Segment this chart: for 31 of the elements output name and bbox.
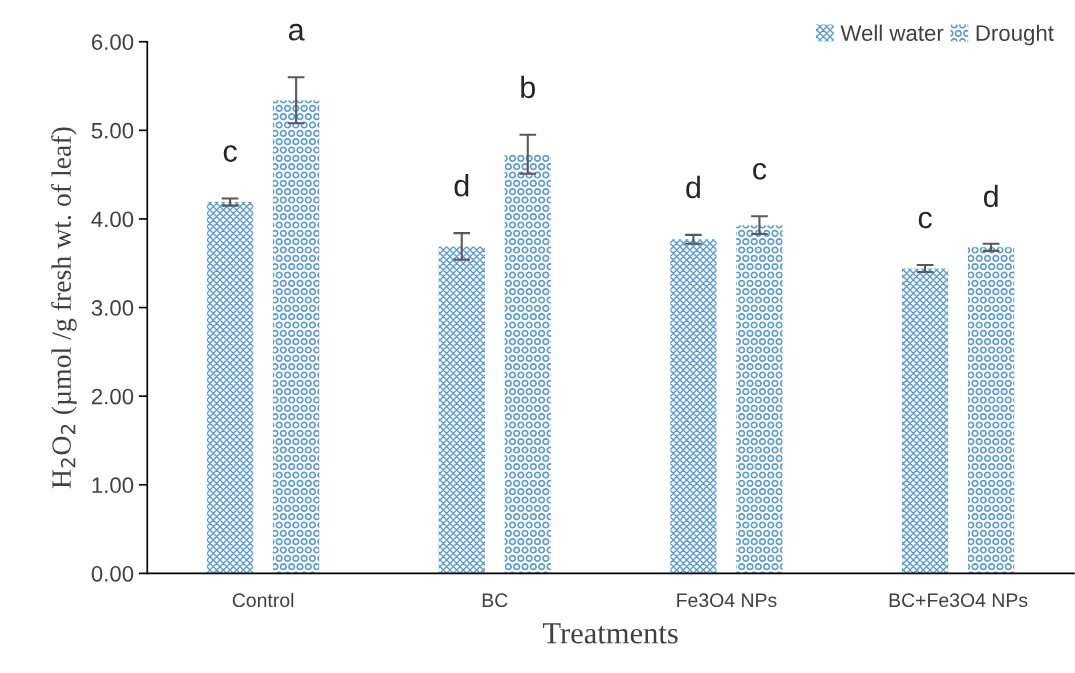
legend-label: Well water	[840, 24, 944, 41]
y-tick-label: 5.00	[91, 122, 134, 139]
x-axis-title: Treatments	[542, 623, 678, 644]
bar	[438, 246, 485, 574]
x-tick-label: Control	[232, 592, 294, 608]
bar	[272, 100, 320, 574]
annotation: d	[454, 174, 469, 197]
bar	[206, 202, 254, 574]
y-tick-label: 2.00	[91, 388, 134, 405]
annotation: b	[521, 75, 535, 99]
legend-label: Drought	[976, 24, 1054, 46]
y-tick-label: 6.00	[91, 34, 134, 50]
bar	[504, 154, 551, 574]
annotation: d	[983, 184, 998, 208]
y-tick-label: 1.00	[92, 477, 134, 494]
annotation: c	[753, 162, 767, 180]
bar	[967, 247, 1015, 574]
y-tick-label: 0.00	[91, 565, 134, 582]
x-tick-label: BC	[482, 593, 508, 608]
y-tick-label: 4.00	[91, 211, 134, 228]
x-tick-label: Fe3O4 NPs	[677, 593, 777, 608]
annotation: d	[686, 175, 700, 199]
text: a	[288, 23, 305, 41]
y-axis-title: H$_{2}$O$_{2}$ (µmol /g fresh wt. of leaf)	[51, 127, 77, 489]
y-tick-label: 3.00	[91, 300, 134, 316]
bar	[670, 239, 717, 574]
bar	[901, 268, 949, 574]
x-tick-label: BC+Fe3O4 NPs	[889, 593, 1028, 608]
annotation: c	[223, 145, 237, 162]
bar	[736, 225, 783, 574]
annotation: c	[918, 211, 932, 229]
